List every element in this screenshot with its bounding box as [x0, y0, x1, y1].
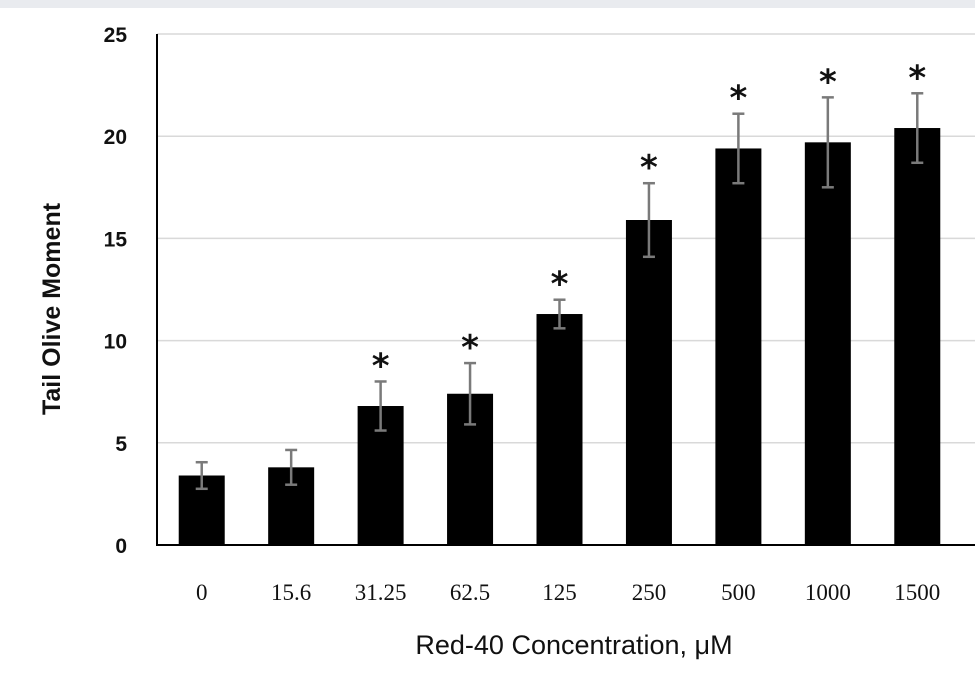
- y-tick-label: 20: [104, 126, 127, 149]
- bar: [894, 128, 941, 546]
- significance-marker: *: [461, 328, 479, 368]
- x-tick-label: 62.5: [450, 580, 490, 605]
- bar: [625, 220, 672, 545]
- y-tick-label: 25: [104, 24, 128, 47]
- y-tick-label: 15: [104, 228, 128, 251]
- bars: * * * * * * *: [178, 58, 941, 546]
- x-tick-label: 500: [721, 580, 756, 605]
- x-tick-label: 0: [196, 580, 208, 605]
- y-tick-label: 0: [115, 535, 127, 558]
- x-tick-label: 31.25: [355, 580, 407, 605]
- x-tick-label: 15.6: [271, 580, 311, 605]
- x-tick-label: 1000: [805, 580, 851, 605]
- x-tick-label: 1500: [894, 580, 940, 605]
- y-axis-label: Tail Olive Moment: [38, 202, 66, 415]
- significance-marker: *: [819, 62, 837, 102]
- significance-marker: *: [729, 79, 747, 119]
- y-tick-label: 10: [104, 331, 127, 354]
- significance-marker: *: [372, 346, 390, 386]
- x-tick-label: 125: [542, 580, 577, 605]
- significance-marker: *: [908, 58, 926, 98]
- bar: [715, 148, 762, 546]
- y-tick-labels: 0 5 10 15 20 25: [104, 24, 128, 558]
- x-tick-labels: 0 15.6 31.25 62.5 125 250 500 1000 1500: [196, 580, 940, 605]
- y-tick-label: 5: [115, 433, 127, 456]
- x-axis-label: Red-40 Concentration, μM: [415, 630, 732, 660]
- significance-marker: *: [640, 148, 658, 188]
- x-tick-label: 250: [632, 580, 667, 605]
- bar: [536, 314, 583, 545]
- bar: [804, 142, 851, 545]
- axes: [156, 34, 975, 546]
- significance-marker: *: [551, 265, 569, 305]
- top-band: [0, 0, 975, 8]
